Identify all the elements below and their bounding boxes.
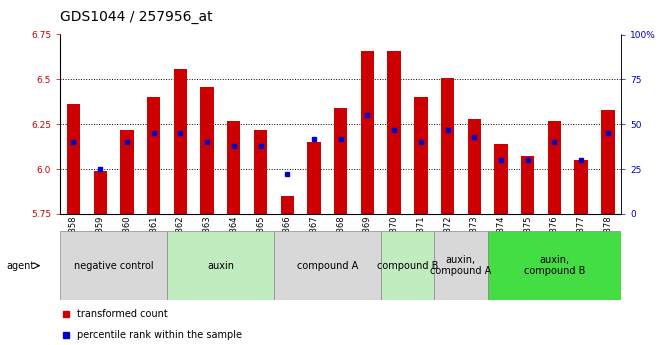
Bar [488, 231, 621, 300]
Bar [147, 97, 160, 214]
Bar [254, 130, 267, 214]
Bar [67, 105, 80, 214]
Text: percentile rank within the sample: percentile rank within the sample [77, 330, 242, 339]
Text: auxin,
compound A: auxin, compound A [430, 255, 492, 276]
Bar [414, 97, 428, 214]
Text: agent: agent [7, 261, 35, 270]
Text: auxin: auxin [207, 261, 234, 270]
Bar [468, 119, 481, 214]
Bar [200, 87, 214, 214]
Bar [274, 231, 381, 300]
Text: compound B: compound B [377, 261, 438, 270]
Bar [601, 110, 615, 214]
Bar [94, 171, 107, 214]
Bar [227, 121, 240, 214]
Bar [120, 130, 134, 214]
Bar [174, 69, 187, 214]
Text: GDS1044 / 257956_at: GDS1044 / 257956_at [60, 10, 212, 24]
Bar [434, 231, 488, 300]
Bar [494, 144, 508, 214]
Bar [334, 108, 347, 214]
Bar [381, 231, 434, 300]
Bar [574, 160, 588, 214]
Bar [60, 231, 167, 300]
Bar [387, 51, 401, 214]
Text: auxin,
compound B: auxin, compound B [524, 255, 585, 276]
Bar [548, 121, 561, 214]
Bar [307, 142, 321, 214]
Text: transformed count: transformed count [77, 309, 168, 319]
Text: negative control: negative control [73, 261, 154, 270]
Bar [167, 231, 274, 300]
Bar [441, 78, 454, 214]
Bar [281, 196, 294, 214]
Bar [521, 157, 534, 214]
Text: compound A: compound A [297, 261, 358, 270]
Bar [361, 51, 374, 214]
